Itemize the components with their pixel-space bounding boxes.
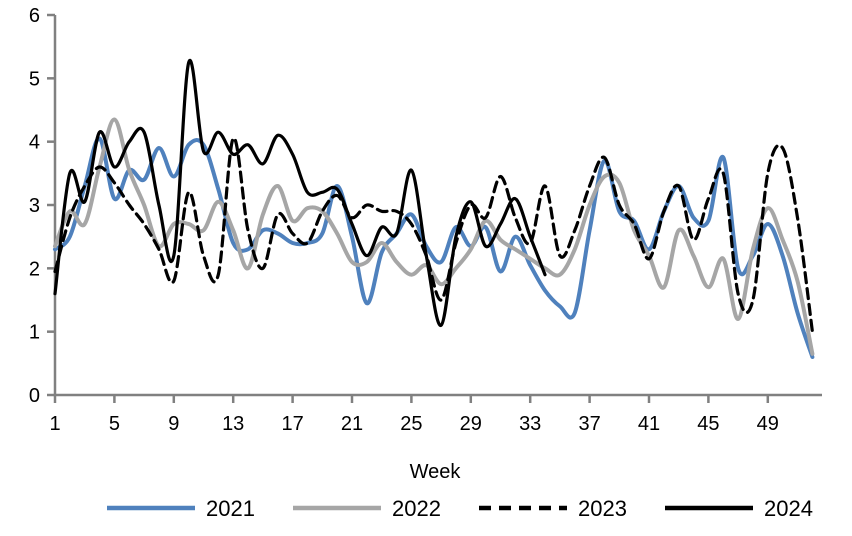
y-tick-label: 4 xyxy=(29,132,40,154)
x-tick-label: 13 xyxy=(222,413,244,435)
legend-label-2023: 2023 xyxy=(578,496,627,521)
y-tick-label: 0 xyxy=(29,385,40,407)
y-tick-label: 6 xyxy=(29,5,40,27)
x-tick-label: 45 xyxy=(697,413,719,435)
x-tick-label: 37 xyxy=(578,413,600,435)
x-tick-label: 41 xyxy=(638,413,660,435)
x-tick-label: 29 xyxy=(460,413,482,435)
series-line-2024 xyxy=(53,58,547,327)
legend-item-2022: 2022 xyxy=(293,496,441,521)
legend-item-2023: 2023 xyxy=(479,496,627,521)
series-line-2021 xyxy=(53,136,815,359)
y-tick-label: 2 xyxy=(29,258,40,280)
x-tick-label: 21 xyxy=(341,413,363,435)
x-tick-label: 17 xyxy=(281,413,303,435)
x-tick-label: 1 xyxy=(49,413,60,435)
series-line-2022 xyxy=(53,117,815,356)
series-line-2023 xyxy=(53,136,814,334)
x-tick-label: 49 xyxy=(757,413,779,435)
y-tick-label: 5 xyxy=(29,68,40,90)
legend-label-2021: 2021 xyxy=(206,496,255,521)
x-tick-label: 25 xyxy=(400,413,422,435)
y-tick-label: 1 xyxy=(29,322,40,344)
x-tick-label: 5 xyxy=(109,413,120,435)
legend-item-2021: 2021 xyxy=(107,496,255,521)
x-tick-label: 33 xyxy=(519,413,541,435)
y-tick-label: 3 xyxy=(29,195,40,217)
legend-label-2022: 2022 xyxy=(392,496,441,521)
legend-item-2024: 2024 xyxy=(665,496,813,521)
legend-label-2024: 2024 xyxy=(764,496,813,521)
x-tick-label: 9 xyxy=(168,413,179,435)
x-axis-title: Week xyxy=(410,461,462,483)
